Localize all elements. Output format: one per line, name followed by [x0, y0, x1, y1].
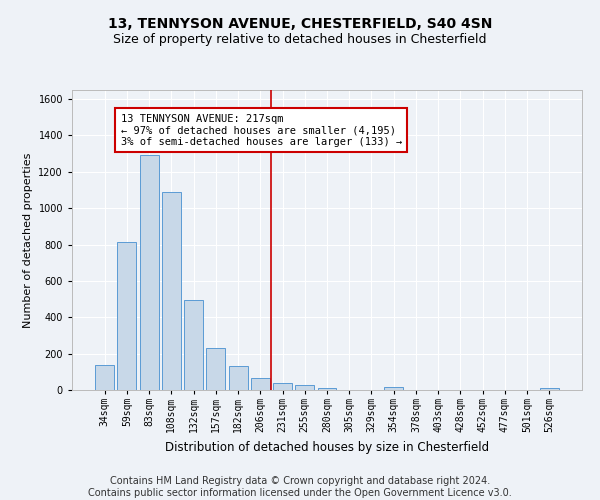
X-axis label: Distribution of detached houses by size in Chesterfield: Distribution of detached houses by size …	[165, 440, 489, 454]
Bar	[540, 388, 559, 390]
Bar	[162, 192, 181, 390]
Bar	[206, 348, 225, 390]
Bar	[95, 364, 114, 390]
Bar	[273, 382, 292, 390]
Text: Size of property relative to detached houses in Chesterfield: Size of property relative to detached ho…	[113, 32, 487, 46]
Bar	[295, 385, 314, 390]
Y-axis label: Number of detached properties: Number of detached properties	[23, 152, 33, 328]
Text: 13 TENNYSON AVENUE: 217sqm
← 97% of detached houses are smaller (4,195)
3% of se: 13 TENNYSON AVENUE: 217sqm ← 97% of deta…	[121, 114, 402, 147]
Bar	[317, 388, 337, 390]
Bar	[118, 242, 136, 390]
Bar	[184, 300, 203, 390]
Bar	[140, 154, 158, 390]
Text: Contains HM Land Registry data © Crown copyright and database right 2024.
Contai: Contains HM Land Registry data © Crown c…	[88, 476, 512, 498]
Bar	[229, 366, 248, 390]
Text: 13, TENNYSON AVENUE, CHESTERFIELD, S40 4SN: 13, TENNYSON AVENUE, CHESTERFIELD, S40 4…	[108, 18, 492, 32]
Bar	[384, 386, 403, 390]
Bar	[251, 378, 270, 390]
